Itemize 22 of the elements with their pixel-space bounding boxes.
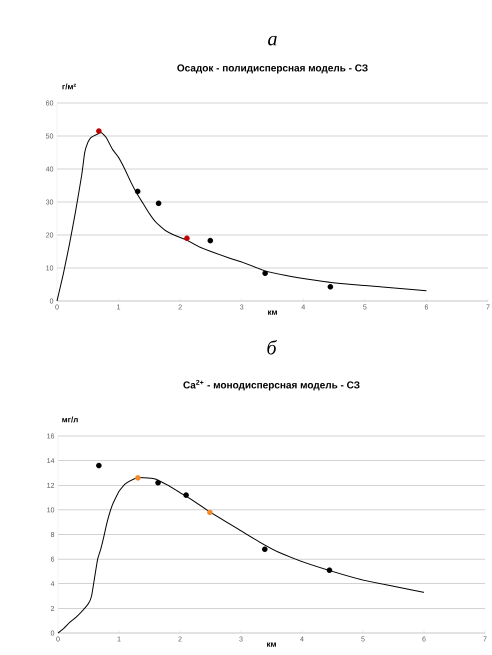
point bbox=[96, 128, 102, 134]
point bbox=[156, 200, 162, 206]
point bbox=[262, 546, 268, 552]
point bbox=[208, 238, 214, 244]
point bbox=[184, 235, 190, 242]
point bbox=[328, 284, 334, 290]
text: а bbox=[268, 36, 277, 46]
point bbox=[183, 492, 189, 498]
point bbox=[135, 475, 141, 481]
point bbox=[207, 510, 213, 516]
point bbox=[96, 462, 102, 468]
y-axis-title: г/м² bbox=[62, 84, 76, 90]
chart-title: Ca$^{2+}$ - монодисперсная модель - СЗ bbox=[183, 380, 360, 390]
text: б bbox=[267, 340, 278, 354]
point bbox=[262, 270, 268, 276]
x-axis-title: км bbox=[267, 642, 276, 647]
chart-title: Осадок - полидисперсная модель - СЗ bbox=[177, 64, 368, 74]
point bbox=[155, 480, 161, 486]
point bbox=[326, 567, 332, 574]
y-axis-title: мг/л bbox=[62, 416, 78, 422]
point bbox=[134, 188, 140, 194]
x-axis-title: км bbox=[268, 310, 277, 315]
